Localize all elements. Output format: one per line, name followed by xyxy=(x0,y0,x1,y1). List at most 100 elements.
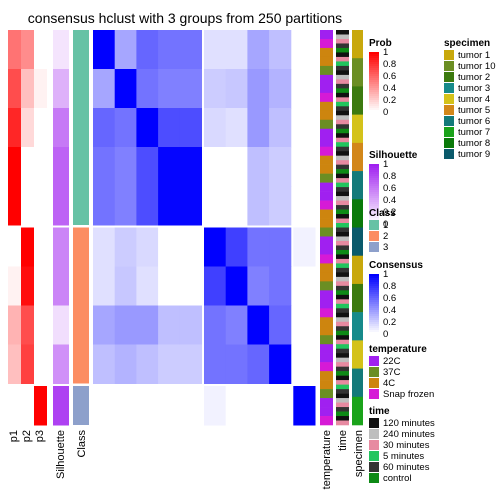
time-legend-swatch xyxy=(369,451,379,461)
temperature-cell xyxy=(320,182,333,192)
time-cell xyxy=(336,330,349,336)
temperature-cell xyxy=(320,110,333,121)
class-legend-label: 3 xyxy=(383,242,388,253)
time-cell xyxy=(336,79,349,85)
silhouette-legend-swatch xyxy=(369,218,379,221)
column-label: p3 xyxy=(34,430,46,442)
consensus-cell xyxy=(204,344,227,384)
column-label: p1 xyxy=(8,430,20,442)
time-cell xyxy=(336,339,349,345)
silhouette-legend-swatch xyxy=(369,194,379,197)
prob-cell xyxy=(21,266,34,306)
time-cell xyxy=(336,312,349,318)
specimen-legend-label: tumor 10 xyxy=(458,61,496,72)
specimen-legend-swatch xyxy=(444,116,454,126)
silhouette-legend-tick: 0.2 xyxy=(383,207,396,218)
consensus-cell xyxy=(179,305,202,345)
prob-legend-tick: 0 xyxy=(383,107,388,118)
silhouette-legend-swatch xyxy=(369,202,379,205)
temperature-cell xyxy=(320,335,333,345)
specimen-legend-label: tumor 2 xyxy=(458,72,490,83)
prob-legend-swatch xyxy=(369,94,379,97)
time-cell xyxy=(336,83,349,89)
temperature-cell xyxy=(320,56,333,67)
consensus-cell xyxy=(179,266,202,306)
prob-cell xyxy=(8,30,21,70)
time-cell xyxy=(336,65,349,71)
time-cell xyxy=(336,303,349,309)
consensus-cell xyxy=(293,227,316,267)
prob-cell xyxy=(34,305,47,345)
consensus-cell xyxy=(158,386,181,426)
prob-legend-tick: 0.2 xyxy=(383,95,396,106)
time-legend-swatch xyxy=(369,418,379,428)
consensus-cell xyxy=(158,266,181,306)
time-cell xyxy=(336,231,349,237)
consensus-cell xyxy=(293,305,316,345)
specimen-legend-label: tumor 9 xyxy=(458,149,490,160)
prob-legend-swatch xyxy=(369,106,379,109)
temperature-cell xyxy=(320,164,333,174)
time-cell xyxy=(336,151,349,156)
consensus-cell xyxy=(179,227,202,267)
consensus-legend-swatch xyxy=(369,322,379,325)
silhouette-legend-swatch xyxy=(369,174,379,177)
time-legend-title: time xyxy=(369,406,390,417)
consensus-cell xyxy=(269,344,292,384)
class-cell xyxy=(73,227,89,384)
consensus-cell xyxy=(225,186,248,226)
time-cell xyxy=(336,214,349,219)
specimen-legend-swatch xyxy=(444,83,454,93)
consensus-cell xyxy=(93,305,116,345)
consensus-cell xyxy=(293,386,316,426)
specimen-cell xyxy=(352,340,363,369)
prob-legend-swatch xyxy=(369,84,379,87)
silhouette-legend-tick: 0.6 xyxy=(383,183,396,194)
consensus-cell xyxy=(204,108,227,148)
consensus-cell xyxy=(136,186,159,226)
time-cell xyxy=(336,56,349,62)
specimen-cell xyxy=(352,199,363,228)
prob-cell xyxy=(34,266,47,306)
consensus-cell xyxy=(225,305,248,345)
time-cell xyxy=(336,115,349,121)
specimen-cell xyxy=(352,142,363,172)
temperature-legend-label: 37C xyxy=(383,367,401,378)
consensus-cell xyxy=(204,386,227,426)
time-cell xyxy=(336,267,349,273)
time-cell xyxy=(336,124,349,130)
prob-legend-swatch xyxy=(369,104,379,107)
temperature-cell xyxy=(320,380,333,390)
specimen-cell xyxy=(352,312,363,341)
consensus-cell xyxy=(158,344,181,384)
consensus-cell xyxy=(293,344,316,384)
time-cell xyxy=(336,411,349,417)
consensus-cell xyxy=(158,108,181,148)
silhouette-legend-swatch xyxy=(369,184,379,187)
time-cell xyxy=(336,61,349,67)
consensus-legend-swatch xyxy=(369,292,379,295)
prob-legend-tick: 1 xyxy=(383,47,388,58)
silhouette-cell xyxy=(53,108,69,148)
time-cell xyxy=(336,402,349,408)
time-cell xyxy=(336,200,349,206)
consensus-cell xyxy=(225,344,248,384)
time-cell xyxy=(336,97,349,103)
column-label: Silhouette xyxy=(55,430,67,479)
consensus-cell xyxy=(204,30,227,70)
prob-cell xyxy=(8,344,21,384)
specimen-cell xyxy=(352,171,363,200)
consensus-cell xyxy=(136,147,159,187)
consensus-cell xyxy=(114,227,137,267)
silhouette-legend-swatch xyxy=(369,172,379,175)
consensus-cell xyxy=(136,30,159,70)
temperature-cell xyxy=(320,119,333,130)
time-cell xyxy=(336,317,349,323)
column-label: time xyxy=(337,430,349,451)
specimen-legend-swatch xyxy=(444,127,454,137)
silhouette-cell xyxy=(53,386,69,426)
column-label: p2 xyxy=(21,430,33,442)
temperature-cell xyxy=(320,416,333,426)
consensus-legend-swatch xyxy=(369,308,379,311)
consensus-cell xyxy=(293,108,316,148)
